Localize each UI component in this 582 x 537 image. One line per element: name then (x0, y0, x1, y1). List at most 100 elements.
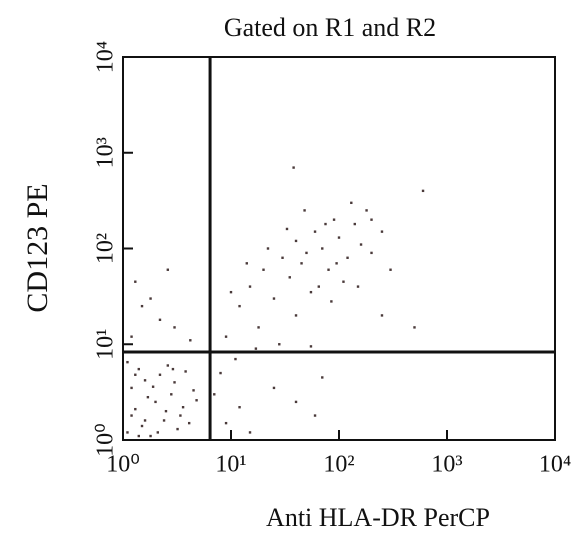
data-point (130, 414, 133, 417)
data-point (184, 370, 187, 373)
data-point (330, 300, 333, 303)
y-axis-label: CD123 PE (21, 183, 54, 312)
data-point (266, 247, 270, 250)
x-tick-label: 10² (323, 452, 354, 478)
data-point (156, 431, 159, 434)
data-point (324, 222, 327, 226)
data-point (380, 314, 384, 317)
data-point (300, 262, 303, 265)
data-point (126, 431, 129, 434)
data-point (187, 421, 191, 425)
data-point (140, 304, 144, 308)
data-point (421, 189, 425, 193)
data-point (192, 389, 195, 392)
data-point (166, 364, 170, 367)
data-point (149, 297, 152, 300)
data-point (166, 268, 170, 271)
data-point (332, 218, 336, 221)
data-point (134, 407, 137, 411)
x-tick-label: 10¹ (215, 452, 246, 478)
data-point (350, 201, 353, 205)
data-point (292, 166, 295, 169)
data-point (189, 339, 192, 342)
data-point (294, 400, 298, 404)
data-point (143, 419, 147, 422)
data-point (257, 326, 260, 329)
data-point (146, 395, 150, 399)
data-point (294, 239, 298, 243)
y-tick-label: 10² (93, 233, 119, 264)
chart-title: Gated on R1 and R2 (224, 13, 436, 42)
data-point (213, 393, 216, 396)
y-tick-label: 10⁰ (93, 423, 119, 457)
data-point (170, 393, 173, 396)
data-point (176, 427, 179, 431)
data-point (389, 268, 392, 271)
data-point (327, 268, 330, 271)
x-tick-label: 10⁰ (106, 452, 140, 478)
data-point (164, 409, 168, 413)
data-point (140, 424, 144, 428)
data-point (238, 304, 241, 308)
data-point (365, 209, 368, 212)
data-point (245, 262, 248, 265)
data-point (335, 262, 338, 265)
data-point (313, 230, 317, 233)
data-point (171, 367, 175, 371)
y-tick-label: 10¹ (93, 329, 119, 360)
x-tick-label: 10⁴ (539, 452, 571, 478)
data-point (137, 367, 140, 371)
data-point (158, 373, 162, 376)
data-point (173, 326, 176, 329)
y-tick-label: 10³ (93, 137, 119, 168)
x-tick-label: 10³ (431, 452, 462, 478)
data-point (248, 431, 252, 434)
x-axis-label: Anti HLA-DR PerCP (266, 503, 490, 532)
data-point (272, 386, 276, 390)
data-point (346, 256, 349, 259)
data-point (356, 285, 360, 288)
plot-frame (122, 56, 556, 441)
data-point (173, 381, 176, 384)
data-point (380, 230, 384, 233)
data-point (238, 406, 241, 409)
data-point (179, 414, 182, 417)
data-point (281, 256, 284, 259)
data-point (262, 268, 265, 271)
data-point (149, 434, 152, 438)
data-point (126, 360, 129, 364)
data-point (154, 400, 157, 404)
data-point (272, 297, 276, 300)
data-point (303, 209, 306, 212)
data-point (305, 251, 308, 255)
data-point (224, 421, 228, 425)
data-point (321, 247, 324, 250)
data-point (321, 376, 324, 379)
data-point (370, 251, 373, 255)
data-point (313, 414, 317, 417)
data-point (342, 280, 345, 283)
data-point (134, 280, 137, 283)
data-point (294, 314, 298, 317)
data-point (413, 326, 416, 329)
data-point (254, 347, 258, 350)
data-point (248, 285, 252, 288)
data-point (195, 399, 198, 402)
data-point (143, 379, 147, 382)
data-point (278, 343, 281, 346)
data-point (359, 243, 363, 246)
data-point (370, 218, 373, 221)
data-point (309, 290, 313, 294)
data-point (219, 371, 222, 375)
data-point (353, 222, 356, 226)
data-point (181, 406, 185, 409)
y-tick-label: 10⁴ (93, 41, 119, 73)
data-point (224, 335, 228, 338)
data-point (234, 357, 237, 361)
data-point (317, 285, 320, 288)
data-point (288, 276, 291, 279)
data-point (134, 373, 137, 376)
data-point (285, 227, 289, 231)
data-point (137, 434, 140, 438)
